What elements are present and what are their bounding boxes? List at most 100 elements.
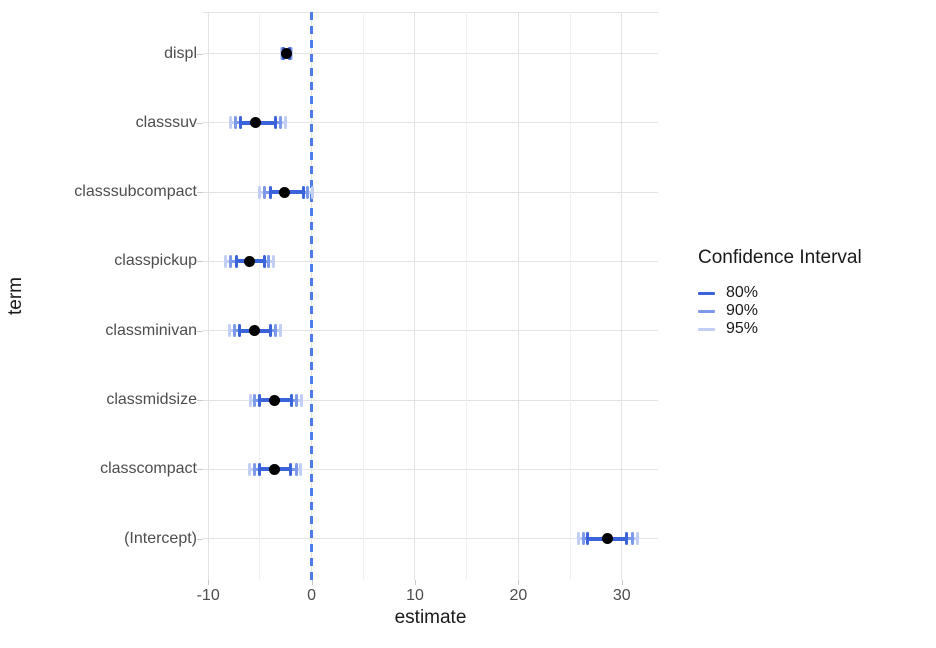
estimate-dot bbox=[268, 463, 280, 475]
gridline-horizontal bbox=[203, 538, 658, 540]
y-axis-tick bbox=[197, 469, 203, 471]
y-category-label: classminivan bbox=[105, 321, 197, 339]
estimate-dot bbox=[269, 394, 281, 406]
ci-90-cap bbox=[295, 393, 299, 407]
ci-90-cap bbox=[294, 462, 298, 476]
ci-90-cap bbox=[306, 185, 310, 199]
ci-90-cap bbox=[233, 116, 237, 130]
gridline-vertical-major bbox=[621, 11, 623, 580]
y-axis-tick bbox=[197, 122, 203, 124]
ci-95-cap bbox=[576, 532, 580, 546]
y-category-label: classmidsize bbox=[106, 391, 197, 408]
legend-item-label: 90% bbox=[726, 302, 759, 319]
y-category-label: classsuv bbox=[135, 113, 197, 131]
ci-95-cap bbox=[311, 185, 315, 199]
ci-80-cap bbox=[269, 324, 273, 338]
ci-90-cap bbox=[581, 532, 585, 546]
gridline-horizontal bbox=[203, 399, 658, 401]
estimate-dot bbox=[250, 117, 262, 129]
ci-80-cap bbox=[289, 462, 293, 476]
ci-80-cap bbox=[257, 462, 261, 476]
ci-95-cap bbox=[229, 116, 233, 130]
y-category-label: displ bbox=[164, 44, 197, 62]
y-axis-tick bbox=[197, 53, 203, 55]
legend-key-line bbox=[698, 291, 715, 295]
ci-95-cap bbox=[283, 116, 287, 130]
estimate-dot bbox=[279, 186, 291, 198]
y-category-label: classpickup bbox=[114, 252, 197, 270]
ci-90-cap bbox=[630, 532, 634, 546]
gridline-horizontal bbox=[203, 260, 658, 262]
ci-80-cap bbox=[289, 393, 293, 407]
x-axis-tick bbox=[414, 580, 416, 585]
x-axis-tick bbox=[208, 580, 210, 585]
y-axis-tick bbox=[197, 192, 203, 194]
ci-95-cap bbox=[247, 462, 251, 476]
estimate-dot bbox=[281, 48, 293, 59]
ci-95-cap bbox=[279, 324, 283, 338]
ci-95-cap bbox=[299, 462, 303, 476]
ci-80-cap bbox=[258, 393, 262, 407]
y-axis-tick bbox=[197, 261, 203, 263]
gridline-vertical-minor bbox=[466, 11, 468, 580]
y-axis-title: term bbox=[5, 277, 26, 315]
x-tick-label: 20 bbox=[509, 587, 528, 604]
ci-90-cap bbox=[253, 393, 257, 407]
ci-80-cap bbox=[239, 116, 243, 130]
legend-key-line bbox=[698, 327, 715, 331]
ci-80-cap bbox=[268, 185, 272, 199]
y-axis-tick bbox=[197, 400, 203, 401]
ci-95-cap bbox=[224, 254, 228, 268]
ci-90-cap bbox=[279, 116, 283, 130]
gridline-vertical-minor bbox=[362, 11, 364, 580]
y-category-label: (Intercept) bbox=[124, 529, 197, 547]
gridline-vertical-major bbox=[414, 11, 416, 580]
ci-80-cap bbox=[301, 185, 305, 199]
gridline-horizontal bbox=[203, 122, 658, 124]
gridline-vertical-major bbox=[517, 11, 519, 580]
gridline-vertical-minor bbox=[569, 11, 571, 580]
ci-80-cap bbox=[234, 254, 238, 268]
ci-90-cap bbox=[263, 185, 267, 199]
gridline-horizontal bbox=[203, 330, 658, 332]
ci-95-cap bbox=[300, 393, 304, 407]
legend-item-label: 80% bbox=[726, 284, 759, 301]
x-tick-label: 0 bbox=[307, 587, 317, 604]
ci-90-cap bbox=[273, 324, 277, 338]
x-tick-label: 10 bbox=[406, 587, 424, 604]
ci-90-cap bbox=[266, 254, 270, 268]
ci-95-cap bbox=[227, 324, 231, 338]
gridline-horizontal bbox=[203, 191, 658, 193]
estimate-dot bbox=[244, 255, 256, 267]
estimate-dot bbox=[602, 533, 614, 545]
ci-95-cap bbox=[248, 393, 252, 407]
x-axis-tick bbox=[518, 580, 520, 585]
y-category-label: classsubcompact bbox=[74, 183, 197, 201]
gridline-vertical-major bbox=[207, 11, 209, 580]
ci-90-cap bbox=[232, 324, 236, 338]
y-category-label: classcompact bbox=[100, 460, 197, 478]
y-axis-tick bbox=[197, 330, 203, 332]
x-axis-title: estimate bbox=[394, 607, 467, 628]
ci-80-cap bbox=[625, 532, 629, 546]
ci-80-cap bbox=[273, 116, 277, 130]
ci-90-cap bbox=[252, 462, 256, 476]
x-axis-tick bbox=[621, 580, 623, 585]
legend-item-label: 95% bbox=[726, 320, 759, 337]
gridline-horizontal bbox=[203, 53, 658, 54]
gridline-horizontal bbox=[203, 11, 658, 13]
ci-80-cap bbox=[262, 254, 266, 268]
ci-80-cap bbox=[586, 532, 590, 546]
ci-90-cap bbox=[229, 254, 233, 268]
legend-title: Confidence Interval bbox=[698, 247, 862, 268]
gridline-vertical-minor bbox=[259, 11, 261, 580]
gridline-horizontal bbox=[203, 468, 658, 470]
zero-reference-line bbox=[310, 11, 314, 580]
ci-95-cap bbox=[635, 532, 639, 546]
ci-95-cap bbox=[271, 254, 275, 268]
legend-key-line bbox=[698, 309, 715, 313]
ci-95-cap bbox=[258, 185, 262, 199]
ci-80-cap bbox=[237, 324, 241, 338]
x-axis-tick bbox=[311, 580, 313, 585]
